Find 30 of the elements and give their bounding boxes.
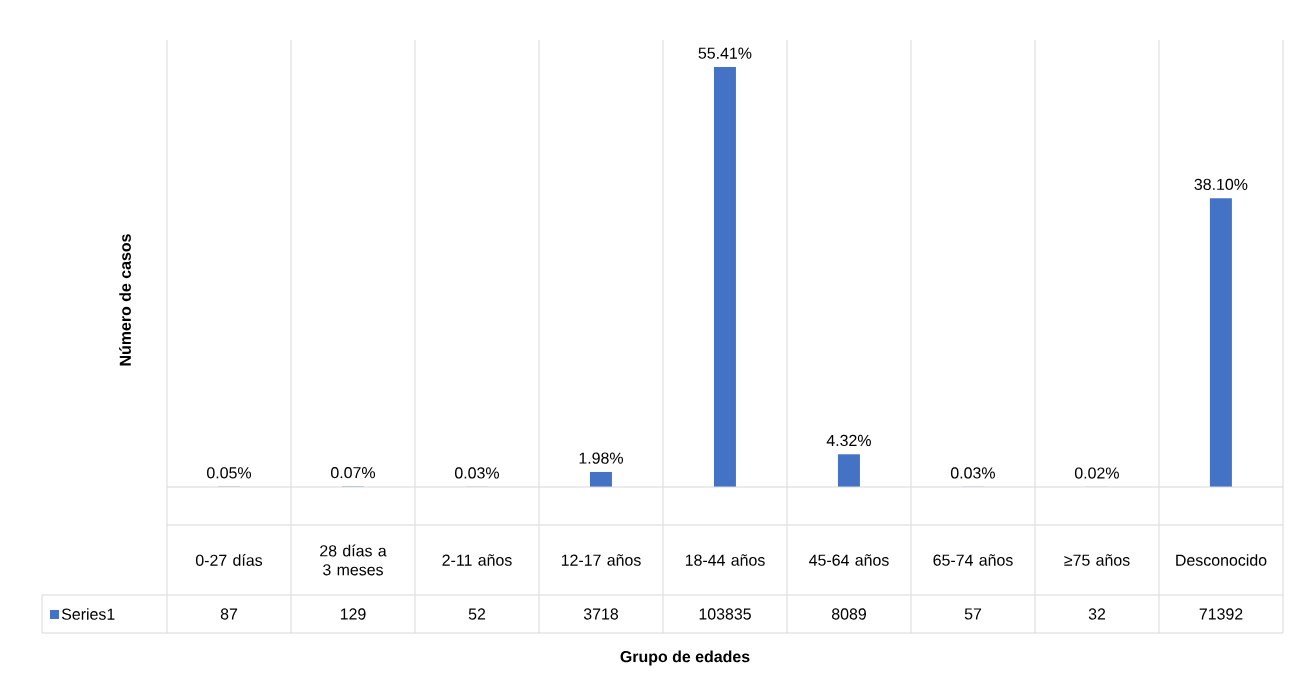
- annotation: 0.03%: [455, 467, 499, 479]
- x-tick-label: 65-74 años: [933, 554, 1013, 566]
- data-label: 3718: [583, 608, 619, 620]
- x-tick-label: ≥75 años: [1064, 554, 1130, 566]
- data-label: 52: [468, 608, 486, 620]
- data-label: 87: [220, 608, 238, 620]
- x-axis-title: Grupo de edades: [620, 650, 750, 666]
- data-label: 57: [964, 608, 982, 620]
- x-tick-label: 45-64 años: [809, 554, 889, 566]
- annotation: 0.05%: [207, 467, 252, 479]
- data-label: 129: [340, 608, 366, 620]
- y-axis-title: Número de casos: [119, 234, 131, 366]
- data-label: 71392: [1199, 608, 1243, 620]
- annotation: 1.98%: [579, 452, 623, 464]
- x-tick-label: 28 días a 3 meses: [320, 544, 387, 576]
- x-tick-label: 2-11 años: [442, 554, 512, 566]
- data-label: 103835: [699, 608, 751, 620]
- x-tick-label: 12-17 años: [561, 554, 641, 566]
- annotation: 0.07%: [331, 466, 376, 479]
- annotation: 55.41%: [698, 47, 752, 59]
- x-tick-label: 0-27 días: [195, 554, 263, 566]
- x-tick-label: Desconocido: [1176, 554, 1267, 566]
- legend-label: Series1: [61, 608, 115, 620]
- annotation: 0.03%: [950, 467, 995, 479]
- annotation: 4.32%: [826, 434, 871, 447]
- x-tick-label: 18-44 años: [685, 554, 765, 566]
- data-label: 32: [1088, 608, 1106, 620]
- annotation: 38.10%: [1194, 178, 1248, 191]
- annotation: 0.02%: [1074, 467, 1119, 479]
- data-label: 8089: [831, 608, 866, 620]
